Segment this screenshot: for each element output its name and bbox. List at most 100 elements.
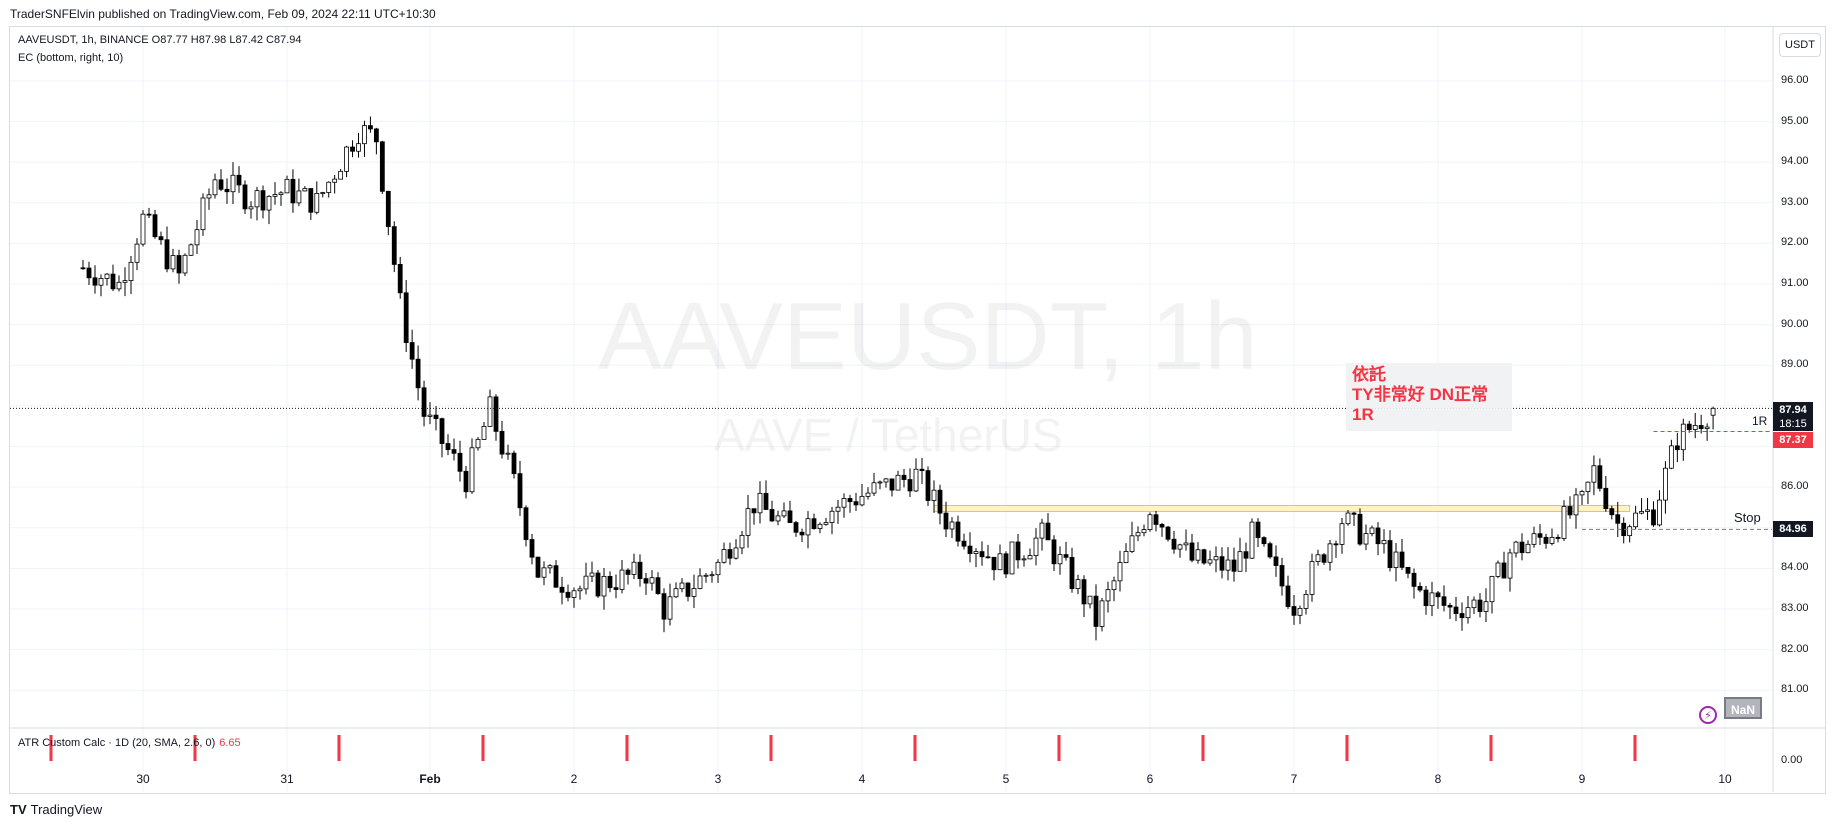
candle-body [302,188,308,192]
candle-body [1627,526,1633,537]
price-axis-label: 82.00 [1781,642,1809,655]
candle-body [769,509,775,522]
candle-body [1315,554,1321,562]
candle-body [613,587,619,590]
candle-body [715,561,721,576]
candle-body [122,280,128,283]
candle-body [1495,562,1501,577]
candle-body [391,226,397,265]
currency-button[interactable]: USDT [1779,33,1821,57]
candle-body [1387,540,1393,568]
candle-body [1369,527,1375,535]
candle-body [433,414,439,420]
candle-body [320,192,326,194]
candle-body [1255,521,1261,538]
candle-body [787,510,793,523]
candle-body [1105,589,1111,602]
candle-body [1585,481,1591,492]
tradingview-logo[interactable]: TV TradingView [10,802,102,817]
candle-body [1339,523,1345,545]
candle-body [146,213,152,216]
candle-body [829,510,835,523]
candle-body [913,468,919,492]
candle-body [1237,551,1243,572]
candle-body [92,277,98,286]
candle-body [1003,553,1009,575]
candle-body [937,489,943,514]
candle-body [1411,572,1417,587]
time-axis-label: Feb [419,772,441,786]
candle-body [925,470,931,501]
candle-body [877,481,883,484]
candle-body [1249,521,1255,559]
candle-body [1471,599,1477,609]
candle-body [1303,593,1309,609]
candle-body [1219,556,1225,571]
candle-body [1692,425,1698,430]
price-axis-label: 83.00 [1781,601,1809,614]
candle-body [1069,556,1075,590]
publish-info: TraderSNFElvin published on TradingView.… [10,7,436,21]
tv-logo-icon: TV [10,802,27,817]
candle-body [559,586,565,593]
candle-body [799,531,805,536]
candle-body [607,575,613,589]
bar-countdown: 18:15 [1773,417,1813,431]
candle-body [1674,445,1680,451]
candle-body [332,178,338,183]
price-axis-label: 91.00 [1781,277,1809,290]
atr-legend[interactable]: ATR Custom Calc · 1D (20, SMA, 2.6, 0) 6.… [18,737,241,749]
candle-body [1327,543,1333,563]
candle-body [403,292,409,343]
candle-body [1033,537,1039,556]
text-note[interactable]: 依託 TY非常好 DN正常 1R [1346,363,1512,431]
indicator-legend[interactable]: EC (bottom, right, 10) [18,52,124,64]
candle-body [1543,536,1549,544]
candle-body [134,243,140,263]
candle-body [104,273,110,279]
price-axis-label: 94.00 [1781,155,1809,168]
candle-body [637,561,643,579]
candle-body [685,582,691,597]
candle-body [1531,533,1537,545]
candle-body [1357,513,1363,545]
candle-body [368,125,373,130]
candle-body [487,396,493,427]
atr-label: ATR Custom Calc · 1D (20, SMA, 2.6, 0) [18,737,216,749]
candle-body [397,264,403,294]
candle-body [1710,407,1716,416]
note-line: 依託 [1352,365,1386,384]
candle-body [308,188,314,213]
candle-body [625,569,631,575]
candle-body [511,452,517,475]
candle-body [284,178,290,194]
candle-body [1123,551,1129,563]
candle-body [505,452,511,455]
candle-body [649,577,655,584]
candle-body [1447,605,1453,608]
nan-badge: NaN [1724,697,1762,719]
candle-body [1513,541,1519,554]
symbol-ohlc-legend[interactable]: AAVEUSDT, 1h, BINANCE O87.77 H87.98 L87.… [18,34,302,46]
lightning-icon[interactable]: ⚡ [1699,706,1717,724]
candle-body [1195,549,1201,561]
candle-body [242,184,248,210]
candle-body [859,495,865,506]
candle-body [1093,595,1099,627]
candle-body [409,342,415,360]
candle-body [1015,541,1021,561]
candle-body [272,194,278,197]
candle-body [967,545,973,554]
candle-body [1615,514,1621,524]
candle-body [1453,606,1459,614]
candle-body [296,190,302,204]
candle-body [421,387,427,417]
brand-name: TradingView [30,802,103,817]
candle-body [733,547,739,559]
candle-body [571,590,577,598]
candle-body [80,267,86,270]
candle-body [1603,487,1609,510]
candle-body [493,396,499,432]
candle-body [1519,541,1525,554]
